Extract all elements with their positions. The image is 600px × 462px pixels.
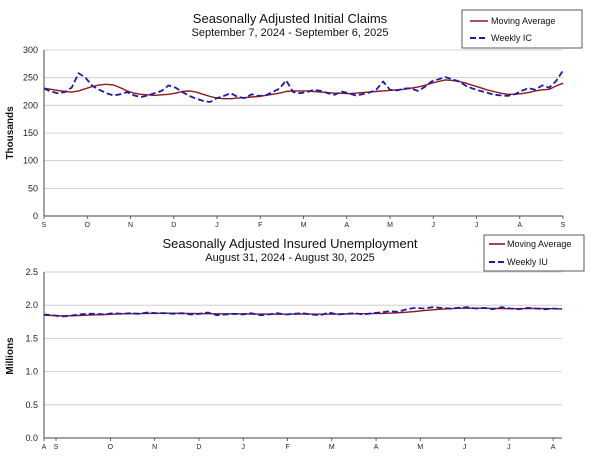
- y-tick-label: 2.5: [25, 267, 38, 277]
- x-tick-label: N: [152, 444, 157, 451]
- insured-unemployment-chart: Seasonally Adjusted Insured Unemployment…: [5, 234, 585, 451]
- chart1-legend-moving-average-label: Moving Average: [491, 16, 555, 26]
- x-tick-label: F: [285, 444, 289, 451]
- x-tick-label: A: [344, 222, 349, 229]
- chart1-subtitle: September 7, 2024 - September 6, 2025: [192, 27, 389, 39]
- chart2-y-tick-labels: 0.0 0.5 1.0 1.5 2.0 2.5: [25, 267, 38, 443]
- chart2-series-lines: [43, 306, 563, 318]
- y-tick-label: 100: [23, 156, 38, 166]
- y-tick-label: 150: [23, 128, 38, 138]
- x-tick-label: S: [561, 222, 566, 229]
- x-tick-label: A: [42, 444, 47, 451]
- x-tick-label: J: [475, 222, 479, 229]
- x-tick-label: J: [463, 444, 467, 451]
- y-tick-label: 200: [23, 100, 38, 110]
- weekly-series-line: [43, 306, 563, 318]
- chart2-legend: Moving Average Weekly IU: [483, 234, 585, 272]
- x-tick-label: M: [417, 444, 423, 451]
- chart1-title: Seasonally Adjusted Initial Claims: [193, 11, 388, 26]
- x-tick-label: J: [507, 444, 511, 451]
- y-tick-label: 50: [28, 183, 38, 193]
- moving-average-series-line: [43, 307, 563, 317]
- chart2-title: Seasonally Adjusted Insured Unemployment: [162, 236, 417, 251]
- x-tick-label: A: [517, 222, 522, 229]
- moving-average-series-line: [43, 79, 564, 100]
- x-tick-label: F: [258, 222, 262, 229]
- x-tick-label: O: [85, 222, 91, 229]
- y-tick-label: 0: [33, 211, 38, 221]
- x-tick-label: S: [54, 444, 59, 451]
- x-tick-label: J: [215, 222, 219, 229]
- chart1-gridlines: [43, 49, 563, 217]
- chart2-subtitle: August 31, 2024 - August 30, 2025: [205, 252, 374, 264]
- chart2-y-axis-label: Millions: [5, 337, 16, 375]
- x-tick-label: A: [374, 444, 379, 451]
- y-tick-label: 250: [23, 73, 38, 83]
- chart1-legend-weekly-label: Weekly IC: [491, 33, 532, 43]
- x-tick-label: O: [108, 444, 114, 451]
- x-tick-label: M: [387, 222, 393, 229]
- chart2-legend-weekly-label: Weekly IU: [507, 257, 548, 267]
- chart2-gridlines: [43, 271, 562, 439]
- x-tick-label: A: [551, 444, 556, 451]
- y-tick-label: 0.0: [25, 433, 38, 443]
- chart1-y-axis-label: Thousands: [5, 106, 16, 160]
- x-tick-label: D: [171, 222, 176, 229]
- x-tick-label: J: [241, 444, 245, 451]
- chart1-series-lines: [43, 70, 564, 103]
- x-tick-label: S: [42, 222, 47, 229]
- chart1-legend-box: [461, 9, 583, 49]
- x-tick-label: M: [301, 222, 307, 229]
- initial-claims-chart: Seasonally Adjusted Initial Claims Septe…: [5, 9, 583, 229]
- y-tick-label: 1.5: [25, 333, 38, 343]
- y-tick-label: 1.0: [25, 367, 38, 377]
- x-tick-label: D: [196, 444, 201, 451]
- x-tick-label: M: [329, 444, 335, 451]
- chart2-legend-box: [483, 234, 585, 272]
- y-tick-label: 2.0: [25, 300, 38, 310]
- x-tick-label: J: [432, 222, 436, 229]
- x-tick-label: N: [128, 222, 133, 229]
- chart2-legend-moving-average-label: Moving Average: [507, 239, 571, 249]
- chart1-legend: Moving Average Weekly IC: [461, 9, 583, 49]
- y-tick-label: 0.5: [25, 400, 38, 410]
- y-tick-label: 300: [23, 45, 38, 55]
- weekly-series-line: [43, 70, 564, 103]
- chart1-y-tick-labels: 0 50 100 150 200 250 300: [23, 45, 38, 221]
